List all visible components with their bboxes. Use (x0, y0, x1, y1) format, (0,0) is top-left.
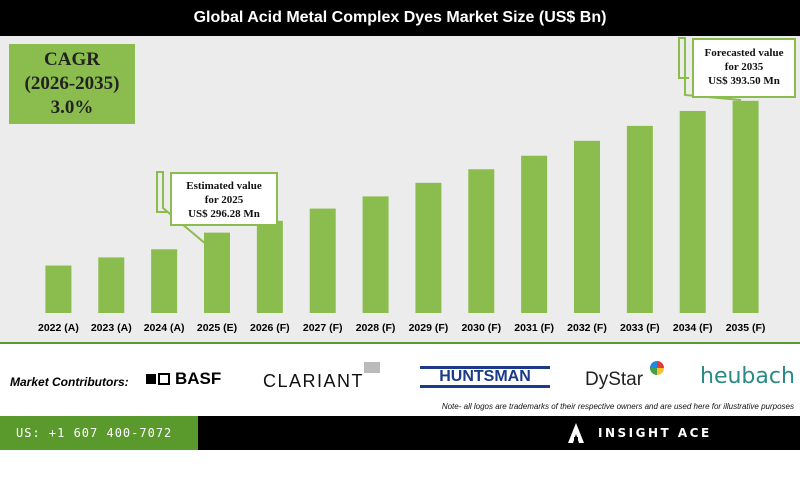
insightace-logo-icon (568, 423, 584, 443)
basf-logo: BASF (146, 369, 221, 389)
trademark-note: Note- all logos are trademarks of their … (441, 402, 794, 411)
bar-13 (732, 100, 759, 313)
footer-phone: US: +1 607 400-7072 (0, 416, 198, 450)
contributors-label: Market Contributors: (10, 375, 129, 389)
x-tick-label: 2035 (F) (726, 322, 766, 334)
footer-brand-name: INSIGHT ACE ANALYTIC (598, 426, 712, 474)
x-tick-label: 2022 (A) (38, 322, 79, 334)
bar-3 (204, 232, 230, 313)
basf-mark-square (146, 374, 156, 384)
x-tick-label: 2023 (A) (91, 322, 132, 334)
x-tick-label: 2032 (F) (567, 322, 607, 334)
x-tick-label: 2027 (F) (303, 322, 343, 334)
cagr-value: 3.0% (50, 97, 94, 118)
callout-2035: Forecasted value for 2035 US$ 393.50 Mn (692, 38, 796, 98)
x-tick-label: 2031 (F) (514, 322, 554, 334)
callout-2035-line1: Forecasted value (704, 47, 784, 59)
section-divider (0, 342, 800, 344)
dystar-logo: DyStar (585, 369, 644, 390)
footer-brand-bar: INSIGHT ACE ANALYTIC (198, 416, 800, 474)
heubach-logo: heubach (700, 364, 795, 389)
x-tick-label: 2030 (F) (461, 322, 501, 334)
bar-7 (415, 182, 442, 313)
clariant-mark-icon (364, 362, 380, 373)
bar-4 (256, 220, 283, 313)
bar-5 (309, 208, 336, 313)
bar-6 (362, 196, 389, 313)
bar-12 (679, 110, 706, 313)
callout-2035-line2: for 2035 (724, 61, 764, 73)
footer: US: +1 607 400-7072 INSIGHT ACE ANALYTIC (0, 416, 800, 474)
cagr-box: CAGR (2026-2035) 3.0% (9, 44, 135, 124)
callout-2025-line3: US$ 296.28 Mn (188, 208, 260, 220)
x-tick-label: 2029 (F) (409, 322, 449, 334)
dystar-star-icon (650, 361, 664, 375)
clariant-logo: CLARIANT (263, 371, 365, 391)
callout-2025: Estimated value for 2025 US$ 296.28 Mn (170, 172, 278, 226)
cagr-title: CAGR (44, 49, 100, 70)
chart-title: Global Acid Metal Complex Dyes Market Si… (0, 0, 800, 36)
basf-mark-square-hollow (158, 373, 170, 385)
contributors-strip: Market Contributors: (0, 344, 800, 416)
bar-10 (574, 140, 600, 313)
bar-9 (521, 155, 548, 313)
bar-8 (468, 169, 495, 313)
callout-2035-line3: US$ 393.50 Mn (708, 75, 780, 87)
cagr-period: (2026-2035) (24, 73, 120, 94)
bar-0 (45, 265, 72, 313)
bar-2 (151, 249, 178, 313)
x-tick-label: 2024 (A) (144, 322, 185, 334)
bar-11 (626, 125, 653, 313)
callout-2025-line1: Estimated value (186, 180, 262, 192)
x-tick-label: 2025 (E) (197, 322, 237, 334)
callout-2025-line2: for 2025 (204, 194, 244, 206)
bar-chart: 2022 (A) 2023 (A) 2024 (A) 2025 (E) 2026 (F)… (38, 37, 766, 334)
x-tick-label: 2026 (F) (250, 322, 290, 334)
bar-1 (98, 257, 125, 313)
x-tick-label: 2028 (F) (356, 322, 396, 334)
huntsman-logo: HUNTSMAN (420, 366, 550, 388)
x-tick-label: 2034 (F) (673, 322, 713, 334)
basf-logo-text: BASF (175, 369, 222, 388)
x-tick-label: 2033 (F) (620, 322, 660, 334)
